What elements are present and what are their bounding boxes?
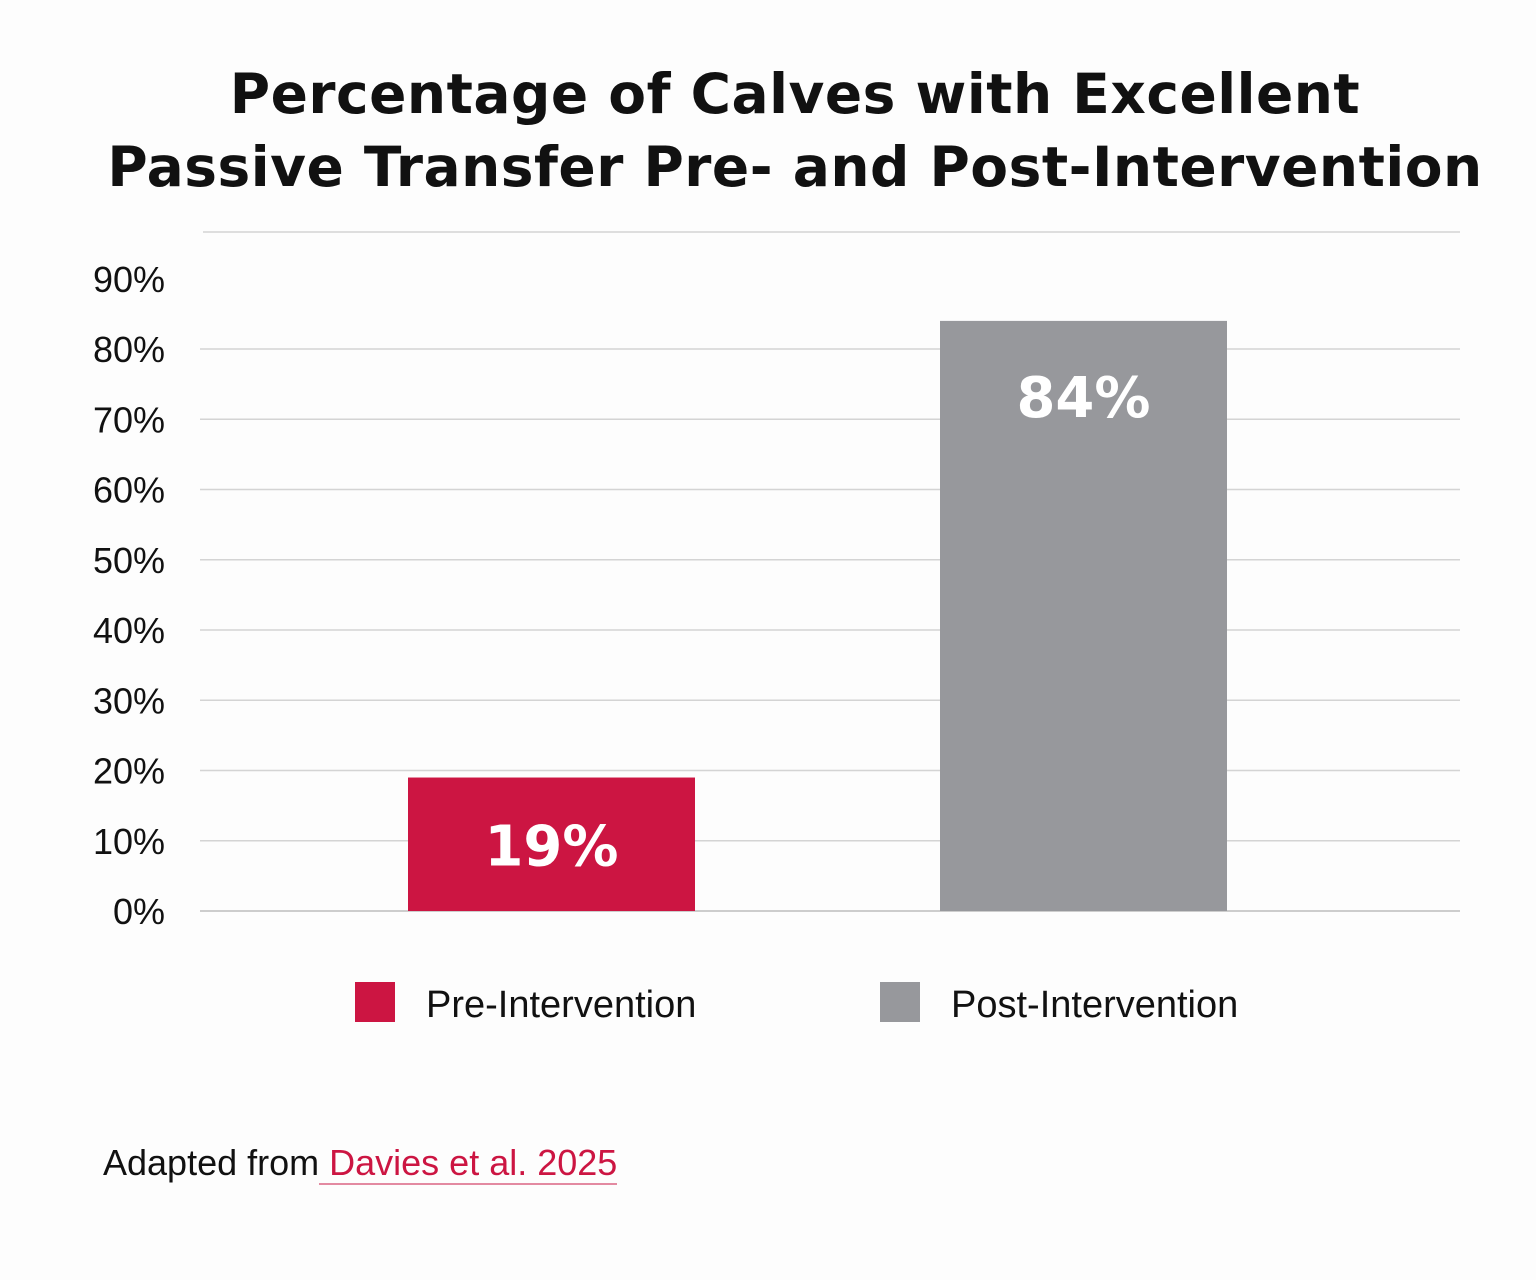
data-label: 19% <box>484 815 618 880</box>
source-link[interactable]: Davies et al. 2025 <box>319 1142 618 1185</box>
data-label: 84% <box>1016 366 1150 431</box>
title-line-2: Passive Transfer Pre- and Post-Intervent… <box>107 135 1483 199</box>
bar-pre-intervention <box>408 777 695 911</box>
y-tick-label: 20% <box>93 751 165 792</box>
y-tick-label: 90% <box>93 259 165 300</box>
bar-chart: 0% 10% 20% 30% 40% 50% 60% 70% 80% 90% 19% 84% Pre-I… <box>93 231 1460 1026</box>
y-tick-label: 80% <box>93 329 165 370</box>
legend-label: Post-Intervention <box>951 984 1238 1026</box>
legend-label: Pre-Intervention <box>426 984 696 1026</box>
y-tick-label: 70% <box>93 399 165 440</box>
source-citation: Adapted from Davies et al. 2025 <box>103 1142 618 1185</box>
y-tick-label: 60% <box>93 470 165 511</box>
bar-post-intervention <box>940 320 1227 911</box>
y-tick-label: 50% <box>93 540 165 581</box>
legend-swatch <box>355 982 395 1022</box>
y-tick-label: 40% <box>93 610 165 651</box>
source-prefix: Adapted from <box>103 1142 320 1183</box>
chart-title: Percentage of Calves with Excellent Pass… <box>0 58 1536 204</box>
y-tick-label: 0% <box>113 891 165 932</box>
title-line-1: Percentage of Calves with Excellent <box>229 62 1361 126</box>
y-tick-label: 30% <box>93 680 165 721</box>
y-tick-label: 10% <box>93 821 165 862</box>
legend-swatch <box>880 982 920 1022</box>
